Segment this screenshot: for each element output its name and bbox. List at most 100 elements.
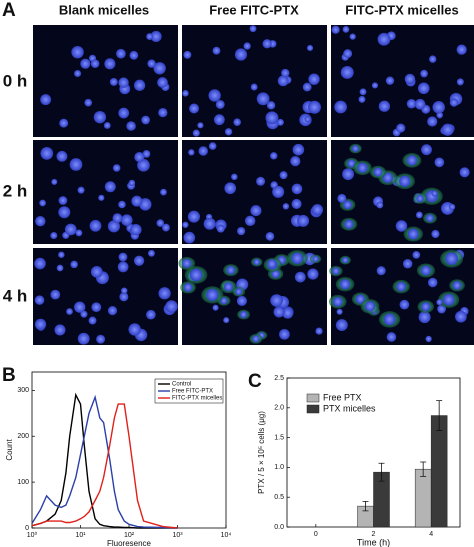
cell xyxy=(147,59,156,68)
cell xyxy=(119,292,129,302)
cell xyxy=(396,123,406,133)
cell xyxy=(71,45,84,59)
cell xyxy=(449,98,459,107)
cell xyxy=(436,299,443,306)
cell xyxy=(212,304,219,311)
cell xyxy=(58,196,68,205)
cell xyxy=(407,228,419,240)
cell xyxy=(256,92,270,106)
cell xyxy=(402,259,413,269)
cell xyxy=(294,271,306,283)
cell xyxy=(385,76,395,85)
error-bar xyxy=(378,462,385,482)
cell xyxy=(335,319,348,332)
cell xyxy=(160,188,167,196)
legend-label: Control xyxy=(172,382,191,388)
cell xyxy=(376,201,384,209)
cell xyxy=(442,293,455,306)
y-tick-label: 1.0 xyxy=(274,464,284,471)
y-tick-label: 300 xyxy=(17,387,29,394)
cell xyxy=(291,252,304,265)
cell xyxy=(243,42,251,50)
cell xyxy=(56,150,68,162)
cell xyxy=(262,39,272,49)
cell xyxy=(215,99,225,109)
cell xyxy=(332,267,340,275)
cell xyxy=(406,155,418,166)
x-axis-label: Time (h) xyxy=(357,537,390,547)
cell xyxy=(133,255,145,266)
cell xyxy=(270,294,283,307)
panel-label: A xyxy=(2,0,16,21)
cell xyxy=(282,203,290,210)
cell xyxy=(212,46,221,55)
legend-label: FITC-PTX micelles xyxy=(172,396,222,402)
cell xyxy=(153,62,166,75)
row-label: 4 h xyxy=(3,286,28,305)
cell xyxy=(266,101,276,110)
panel-label: B xyxy=(2,365,16,386)
cell xyxy=(256,176,266,186)
cell xyxy=(188,149,195,156)
cell xyxy=(352,145,359,153)
y-tick-label: 100 xyxy=(17,479,29,486)
cell xyxy=(117,261,129,273)
histogram-line xyxy=(31,394,178,529)
micrograph xyxy=(33,140,178,244)
cell xyxy=(249,25,257,33)
cell xyxy=(292,143,305,156)
cell xyxy=(141,115,151,125)
cell xyxy=(128,179,136,187)
y-tick-label: 0.0 xyxy=(274,524,284,531)
x-tick-label: 10⁴ xyxy=(221,532,232,539)
cell xyxy=(456,78,464,86)
cell xyxy=(415,211,423,219)
cell xyxy=(271,269,280,279)
cell xyxy=(213,114,225,126)
cell xyxy=(34,295,45,305)
cell xyxy=(279,171,288,180)
cell xyxy=(126,121,136,131)
cell xyxy=(332,296,343,307)
micrograph xyxy=(331,25,474,137)
cell xyxy=(88,316,97,325)
cell xyxy=(291,198,302,209)
cell xyxy=(58,206,71,219)
cell xyxy=(355,294,366,304)
cell xyxy=(226,265,236,275)
y-axis-label: PTX / 5 × 10⁵ cells (μg) xyxy=(257,411,266,494)
legend-label: PTX micelles xyxy=(323,403,376,413)
cell xyxy=(35,216,46,227)
cell xyxy=(146,309,156,320)
cell xyxy=(373,167,383,177)
cell xyxy=(340,65,354,79)
cell xyxy=(290,156,301,167)
cell xyxy=(250,205,262,217)
cell xyxy=(291,183,303,195)
cell xyxy=(265,231,275,241)
cell xyxy=(216,224,225,233)
row-label: 0 h xyxy=(3,71,28,90)
cell xyxy=(103,122,111,129)
cell xyxy=(74,69,82,78)
cell xyxy=(157,77,168,88)
cell xyxy=(304,116,311,123)
cell xyxy=(342,257,349,264)
cell xyxy=(233,118,242,126)
cell xyxy=(142,150,151,158)
cell xyxy=(378,100,391,112)
cell xyxy=(311,204,324,216)
cell xyxy=(93,111,107,124)
cell xyxy=(308,100,321,114)
cell xyxy=(445,252,458,266)
cell xyxy=(455,310,467,323)
cell xyxy=(158,287,171,300)
cell xyxy=(273,306,285,318)
cell xyxy=(183,283,193,292)
error-bar xyxy=(420,461,427,477)
cell xyxy=(244,215,256,227)
cell xyxy=(426,214,434,223)
cell xyxy=(134,152,145,163)
cell xyxy=(306,44,314,52)
cell xyxy=(349,33,356,40)
